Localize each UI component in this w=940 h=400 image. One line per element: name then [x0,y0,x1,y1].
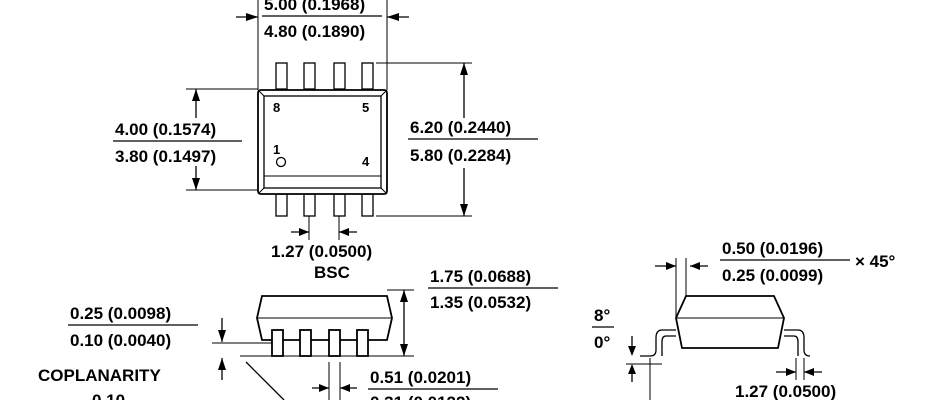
bottom-pins [275,193,374,217]
lead-width-min-label: 0.31 (0.0122) [370,393,471,400]
chamfer-angle-label: × 45° [855,252,896,271]
pitch-bsc-label: BSC [314,263,350,282]
lead-width-max-label: 0.51 (0.0201) [370,368,471,387]
top-pins [275,62,374,90]
body-width-max-label: 4.00 (0.1574) [115,120,216,139]
pin-8-label: 8 [273,100,280,115]
width-min-label: 4.80 (0.1890) [264,22,365,41]
pin-1-label: 1 [273,142,280,157]
chamfer-max-label: 0.50 (0.0196) [722,239,823,258]
chamfer-min-label: 0.25 (0.0099) [722,266,823,285]
coplanarity-label: COPLANARITY [38,366,161,385]
coplanarity-value: 0.10 [92,391,125,400]
overall-width-max-label: 6.20 (0.2440) [410,118,511,137]
body-width-min-label: 3.80 (0.1497) [115,147,216,166]
pin-5-label: 5 [362,100,369,115]
width-max-label: 5.00 (0.1968) [264,0,365,14]
pin-1-marker [275,156,287,168]
side-view: 1.75 (0.0688) 1.35 (0.0532) 0.25 (0.0098… [38,267,558,400]
foot-length-label: 1.27 (0.0500) [735,382,836,400]
angle-min-label: 0° [594,333,610,352]
pin-4-label: 4 [362,154,370,169]
pitch-label: 1.27 (0.0500) [271,242,372,261]
angle-max-label: 8° [594,306,610,325]
standoff-min-label: 0.10 (0.0040) [70,331,171,350]
standoff-max-label: 0.25 (0.0098) [70,304,171,323]
overall-width-min-label: 5.80 (0.2284) [410,146,511,165]
package-body-end [675,295,785,349]
package-body-top [257,89,388,195]
height-max-label: 1.75 (0.0688) [430,267,531,286]
height-min-label: 1.35 (0.0532) [430,293,531,312]
top-view: 5.00 (0.1968) 4.80 (0.1890) 8 5 1 4 [113,0,538,282]
end-view: 0.50 (0.0196) 0.25 (0.0099) × 45° 8° 0° … [592,239,896,400]
